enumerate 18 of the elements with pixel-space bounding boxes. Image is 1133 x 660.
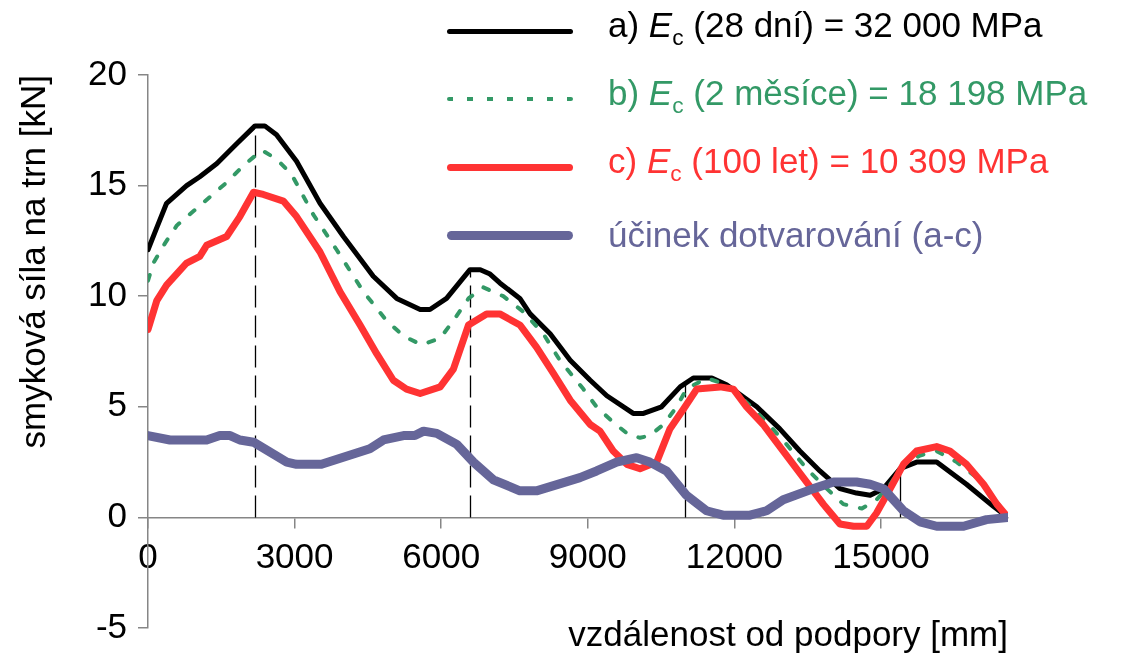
y-tick-label: -5 [95,605,127,645]
x-tick-label: 15000 [832,536,930,576]
legend-label: c) E$_{c}$ (100 let) = 10 309 MPa [608,140,1049,188]
y-tick-label: 5 [107,384,127,424]
y-tick-label: 0 [107,495,127,535]
x-tick-label: 12000 [685,536,784,576]
legend-label: b) E$_{c}$ (2 měsíce) = 18 198 MPa [608,72,1088,120]
x-tick-label: 0 [138,536,158,576]
y-axis-title: smyková síla na trn [kN] [12,75,52,449]
legend-label: a) E$_{c}$ (28 dní) = 32 000 MPa [608,4,1043,52]
y-tick-label: 20 [88,52,127,92]
x-tick-label: 6000 [402,536,481,576]
x-tick-label: 3000 [255,536,334,576]
legend-label: účinek dotvarování (a-c) [608,214,984,256]
x-axis-title: vzdálenost od podpory [mm] [568,614,1008,654]
x-tick-label: 9000 [548,536,627,576]
y-tick-label: 10 [88,273,127,313]
y-tick-label: 15 [88,163,127,203]
